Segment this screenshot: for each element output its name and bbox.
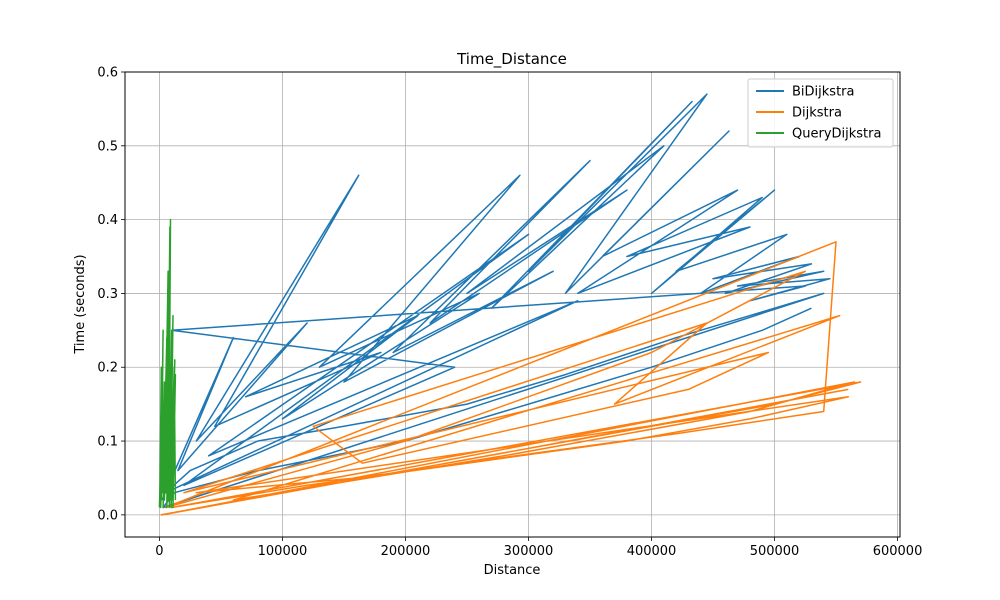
- legend-box: [747, 78, 894, 148]
- x-tick-label: 500000: [750, 544, 800, 559]
- axes-ticks: 0 100000 200000 300000 400000 500000 600000 0.0…: [97, 66, 922, 560]
- y-tick-label: 0.1: [97, 435, 118, 450]
- y-tick-label: 0.2: [97, 361, 118, 376]
- x-tick-label: 200000: [381, 544, 431, 559]
- series-line-bidijkstra: [161, 93, 831, 509]
- y-tick-label: 0.0: [97, 508, 118, 523]
- x-tick-label: 400000: [627, 544, 677, 559]
- x-tick-label: 600000: [873, 544, 923, 559]
- x-tick-label: 300000: [504, 544, 554, 559]
- x-axis-label: Distance: [484, 563, 541, 578]
- x-tick-label: 0: [155, 544, 163, 559]
- y-tick-label: 0.3: [97, 287, 118, 302]
- x-tick-label: 100000: [258, 544, 308, 559]
- series-line-dijkstra: [160, 241, 862, 516]
- y-axis-label: Time (seconds): [73, 254, 88, 354]
- y-tick-label: 0.6: [97, 66, 118, 81]
- plot-frame: [124, 71, 901, 538]
- series-layer: [158, 93, 862, 516]
- legend-label: Dijkstra: [792, 106, 842, 121]
- y-tick-label: 0.5: [97, 139, 118, 154]
- y-tick-label: 0.4: [97, 213, 118, 228]
- legend-label: QueryDijkstra: [792, 127, 881, 142]
- series-line-querydijkstra: [158, 218, 177, 509]
- chart-title: Time_Distance: [456, 50, 567, 69]
- legend: BiDijkstra Dijkstra QueryDijkstra: [747, 78, 894, 148]
- legend-label: BiDijkstra: [792, 85, 854, 100]
